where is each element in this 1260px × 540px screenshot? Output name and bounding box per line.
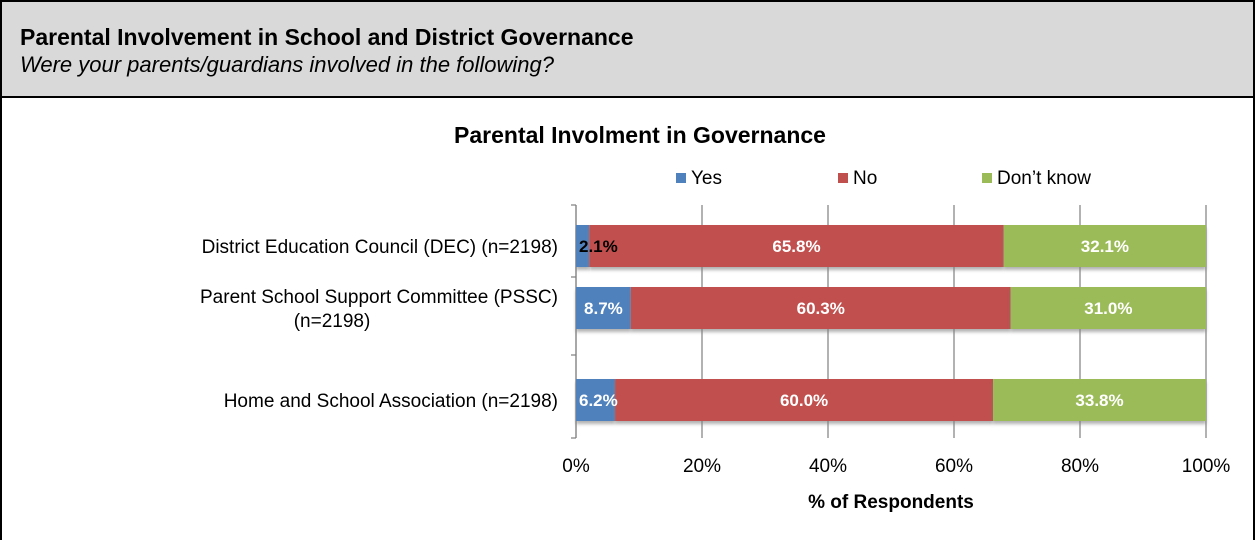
- legend-label: No: [853, 168, 877, 189]
- x-tick-labels: 0% 20% 40% 60% 80% 100%: [562, 456, 1230, 477]
- data-label: 60.3%: [797, 299, 845, 318]
- data-label: 65.8%: [772, 237, 820, 256]
- data-label: 6.2%: [579, 391, 618, 410]
- legend-label: Don’t know: [997, 168, 1091, 189]
- bar-don-t-know-0: [1003, 225, 1206, 267]
- x-tick-label: 0%: [562, 456, 590, 477]
- category-label: Home and School Association (n=2198): [224, 391, 558, 412]
- x-tick-label: 60%: [935, 456, 973, 477]
- x-axis-label: % of Respondents: [808, 492, 974, 513]
- bar-yes-1: [576, 287, 631, 329]
- data-label: 32.1%: [1081, 237, 1129, 256]
- data-label: 33.8%: [1075, 391, 1123, 410]
- bar-no-1: [630, 287, 1011, 329]
- chart-title: Parental Involment in Governance: [454, 122, 826, 148]
- x-tick-label: 40%: [809, 456, 847, 477]
- data-label: 31.0%: [1084, 299, 1132, 318]
- x-tick-label: 20%: [683, 456, 721, 477]
- category-label: (n=2198): [294, 311, 371, 332]
- bar-no-0: [589, 225, 1004, 267]
- legend-swatch: [838, 173, 848, 183]
- category-label: District Education Council (DEC) (n=2198…: [202, 237, 558, 258]
- bar-no-2: [615, 379, 994, 421]
- category-labels: District Education Council (DEC) (n=2198…: [200, 237, 558, 412]
- section-title: Parental Involvement in School and Distr…: [20, 24, 634, 50]
- x-tick-label: 80%: [1061, 456, 1099, 477]
- category-label: Parent School Support Committee (PSSC): [200, 287, 558, 308]
- legend-label: Yes: [691, 168, 722, 189]
- bar-yes-2: [576, 379, 616, 421]
- bar-yes-0: [576, 225, 590, 267]
- data-label: 8.7%: [584, 299, 623, 318]
- data-label: 2.1%: [579, 237, 618, 256]
- x-tick-label: 100%: [1182, 456, 1231, 477]
- bar-don-t-know-2: [993, 379, 1206, 421]
- section-subtitle: Were your parents/guardians involved in …: [20, 52, 555, 77]
- data-label: 60.0%: [780, 391, 828, 410]
- bar-don-t-know-1: [1010, 287, 1206, 329]
- bars: 2.1% 65.8% 32.1% 8.7% 60.3% 31.0% 6.2% 60.0% 33.…: [576, 225, 1206, 421]
- legend: Yes No Don’t know: [676, 168, 1091, 189]
- legend-swatch: [982, 173, 992, 183]
- legend-swatch: [676, 173, 686, 183]
- section-header: Parental Involvement in School and Distr…: [2, 2, 1253, 98]
